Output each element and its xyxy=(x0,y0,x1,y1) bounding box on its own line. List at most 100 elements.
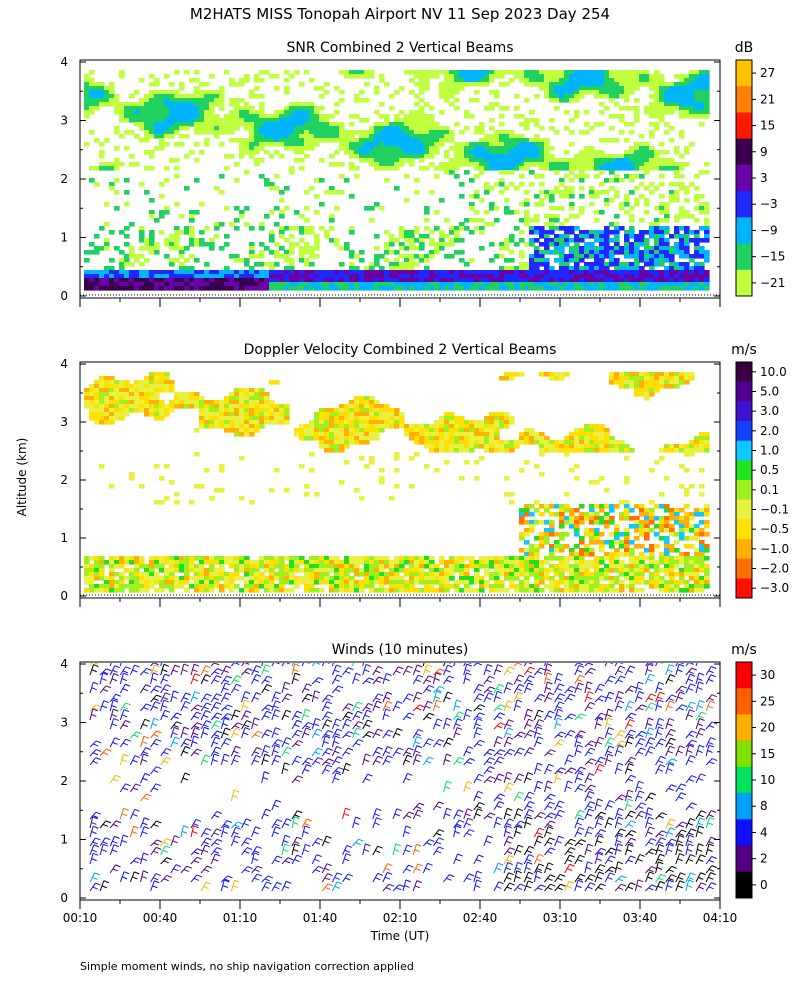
wind-barb xyxy=(220,665,232,676)
wind-barb xyxy=(513,883,526,892)
wind-barb xyxy=(99,685,112,694)
wind-barb xyxy=(614,843,623,856)
wind-barb xyxy=(533,762,543,775)
wind-barb xyxy=(624,855,636,865)
wind-barb xyxy=(352,738,364,748)
wind-barb xyxy=(523,861,533,874)
wind-barb xyxy=(200,702,212,712)
colorbar-swatch xyxy=(736,819,752,847)
wind-barb xyxy=(119,663,127,667)
wind-barb xyxy=(544,820,556,829)
wind-barb xyxy=(624,712,637,721)
wind-barb xyxy=(311,690,321,703)
wind-barb xyxy=(533,719,545,730)
wind-barb xyxy=(332,685,344,694)
wind-barb xyxy=(301,663,310,667)
wind-barb xyxy=(705,843,715,856)
wind-barb xyxy=(624,810,636,820)
wind-barb xyxy=(534,812,546,820)
wind-barb xyxy=(564,767,577,775)
wind-barb xyxy=(281,737,292,748)
wind-barb xyxy=(342,807,351,820)
wind-barb xyxy=(675,704,688,712)
colorbar-swatch xyxy=(736,740,752,768)
wind-barb xyxy=(513,861,523,874)
wind-barb xyxy=(685,854,696,865)
wind-barb xyxy=(624,729,636,739)
wind-barb xyxy=(685,744,694,757)
wind-barb xyxy=(564,863,575,874)
wind-barb xyxy=(483,675,495,685)
wind-barb xyxy=(210,663,220,667)
wind-barb xyxy=(170,864,182,874)
wind-barb xyxy=(362,709,373,721)
wind-barb xyxy=(523,880,534,892)
wind-barb xyxy=(321,735,331,748)
wind-barb xyxy=(311,718,321,730)
colorbar-label: 5.0 xyxy=(760,385,779,399)
wind-barb xyxy=(473,663,483,667)
wind-barb xyxy=(190,825,199,838)
wind-barb xyxy=(523,772,534,784)
colorbar-label: 0 xyxy=(760,878,768,892)
wind-barb xyxy=(443,663,451,667)
wind-barb xyxy=(604,737,615,748)
wind-barb xyxy=(432,699,442,712)
wind-barb xyxy=(493,862,504,874)
wind-barb xyxy=(523,663,533,667)
wind-barb xyxy=(89,816,98,829)
colorbar-swatch xyxy=(736,112,752,140)
wind-barb xyxy=(655,681,665,694)
colorbar-unit: dB xyxy=(735,40,754,56)
wind-barb xyxy=(261,664,271,676)
wind-barb xyxy=(321,758,334,766)
wind-barb xyxy=(210,753,220,766)
wind-barb xyxy=(241,691,251,703)
wind-barb xyxy=(523,845,535,856)
wind-barb xyxy=(402,747,414,757)
wind-barb xyxy=(89,837,101,847)
wind-barb xyxy=(533,693,546,703)
wind-barb xyxy=(271,744,281,757)
wind-barb xyxy=(109,737,121,748)
wind-barb xyxy=(645,737,656,748)
wind-barb xyxy=(311,865,324,874)
wind-barb xyxy=(503,719,514,730)
wind-barb xyxy=(190,856,203,865)
wind-barb xyxy=(513,773,525,784)
wind-barb xyxy=(624,843,634,856)
wind-barb xyxy=(321,764,333,775)
wind-barb xyxy=(564,838,576,847)
wind-barb xyxy=(594,712,607,721)
wind-barb xyxy=(685,667,697,676)
wind-barb xyxy=(331,772,342,784)
wind-barb xyxy=(190,711,202,721)
wind-barb xyxy=(483,757,495,766)
wind-barb xyxy=(604,663,613,667)
wind-barb xyxy=(523,682,534,694)
wind-barb xyxy=(210,701,222,712)
wind-barb xyxy=(291,710,303,721)
wind-barb xyxy=(412,704,425,712)
wind-barb xyxy=(109,693,121,703)
wind-barb xyxy=(554,717,563,730)
wind-barb xyxy=(645,727,655,739)
wind-barb xyxy=(493,712,505,721)
wind-barb xyxy=(190,727,200,739)
wind-barb xyxy=(443,691,453,703)
wind-barb xyxy=(362,663,372,676)
wind-barb xyxy=(513,683,525,694)
wind-barb xyxy=(675,685,687,694)
wind-barb xyxy=(594,695,607,703)
wind-barb xyxy=(665,843,674,856)
wind-barb xyxy=(119,709,130,721)
wind-barb xyxy=(210,847,223,856)
wind-barb xyxy=(503,862,513,874)
wind-barb xyxy=(503,836,514,847)
wind-barb xyxy=(544,692,555,703)
wind-barb xyxy=(533,835,544,847)
wind-barb xyxy=(645,717,654,730)
wind-barb xyxy=(705,737,716,748)
wind-barb xyxy=(321,747,334,757)
wind-barb xyxy=(129,825,139,838)
